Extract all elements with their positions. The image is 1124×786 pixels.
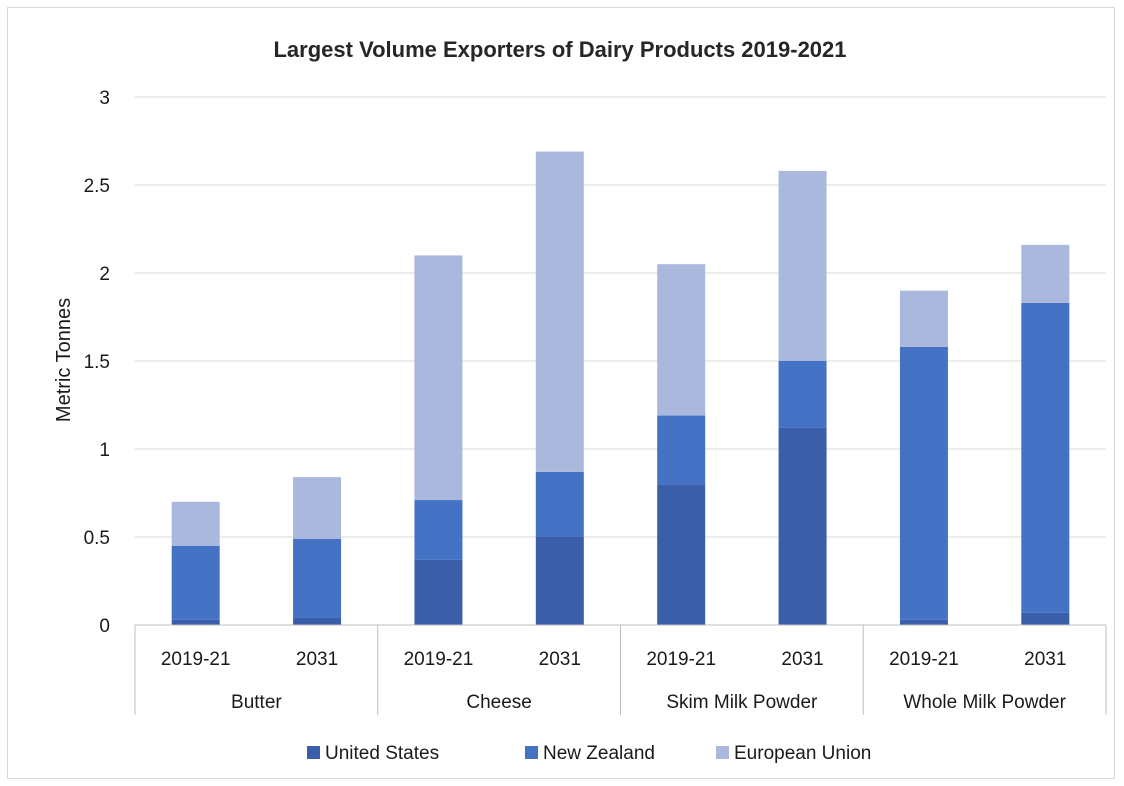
y-tick-label: 3 xyxy=(99,88,110,109)
y-tick-label: 2 xyxy=(99,264,110,285)
legend: United States New Zealand European Union xyxy=(307,743,871,764)
y-tick-label: 1.5 xyxy=(84,352,110,373)
bar-segment xyxy=(535,471,584,537)
x-tick-label: 2019-21 xyxy=(404,649,474,670)
gridlines xyxy=(135,96,1106,538)
bar-segment xyxy=(778,427,827,625)
bar-segment xyxy=(1021,302,1070,613)
y-tick-label: 1 xyxy=(99,440,110,461)
x-tick-label: 2019-21 xyxy=(889,649,959,670)
y-tick-label: 0 xyxy=(99,616,110,637)
x-tick-label: 2019-21 xyxy=(646,649,716,670)
bar-segment xyxy=(171,545,220,620)
bar-segment xyxy=(1021,612,1070,625)
legend-label: United States xyxy=(325,743,439,764)
y-axis: 0 0.5 1 1.5 2 2.5 3 xyxy=(84,88,110,637)
bar-segment xyxy=(171,619,220,625)
bar-segment xyxy=(778,170,827,361)
y-tick-label: 2.5 xyxy=(84,176,110,197)
bar-segment xyxy=(414,500,463,560)
legend-swatch xyxy=(307,746,320,759)
bars xyxy=(171,151,1070,625)
bar-segment xyxy=(899,619,948,625)
bar-segment xyxy=(414,559,463,625)
x-tick-label: 2019-21 xyxy=(161,649,231,670)
legend-swatch xyxy=(716,746,729,759)
x-tick-label: 2031 xyxy=(296,649,338,670)
y-tick-label: 0.5 xyxy=(84,528,110,549)
y-axis-label: Metric Tonnes xyxy=(53,298,75,422)
x-tick-label: 2031 xyxy=(539,649,581,670)
bar-segment xyxy=(535,537,584,625)
legend-label: New Zealand xyxy=(543,743,655,764)
x-tick-label: 2031 xyxy=(781,649,823,670)
x-group-label: Skim Milk Powder xyxy=(666,692,818,713)
bar-segment xyxy=(899,290,948,347)
bar-segment xyxy=(171,501,220,546)
bar-segment xyxy=(657,415,706,485)
bar-segment xyxy=(414,255,463,501)
bar-segment xyxy=(293,477,342,539)
x-group-label: Whole Milk Powder xyxy=(903,692,1066,713)
bar-segment xyxy=(778,361,827,428)
chart-title: Largest Volume Exporters of Dairy Produc… xyxy=(273,37,846,62)
bar-segment xyxy=(1021,244,1070,303)
x-tick-label: 2031 xyxy=(1024,649,1066,670)
bar-segment xyxy=(293,538,342,618)
x-group-label: Butter xyxy=(231,692,282,713)
bar-segment xyxy=(657,264,706,416)
bar-segment xyxy=(657,484,706,625)
x-group-label: Cheese xyxy=(466,692,532,713)
legend-swatch xyxy=(525,746,538,759)
x-axis: 2019-21 2031 Butter 2019-21 2031 Cheese 2019-2… xyxy=(134,624,1107,715)
bar-segment xyxy=(899,346,948,620)
legend-label: European Union xyxy=(734,743,871,764)
bar-segment xyxy=(535,151,584,472)
bar-segment xyxy=(293,617,342,625)
